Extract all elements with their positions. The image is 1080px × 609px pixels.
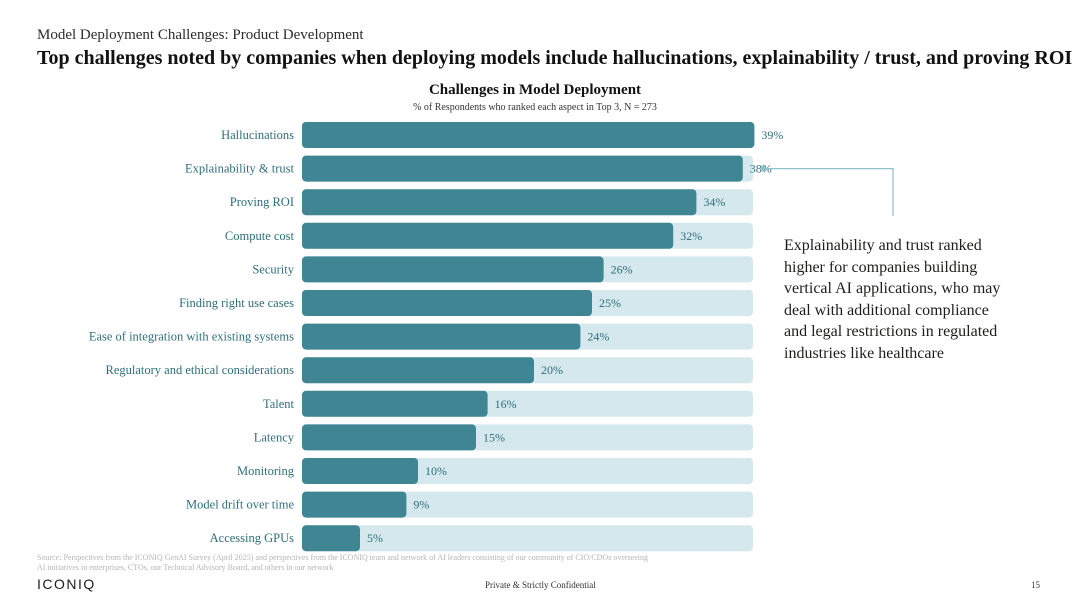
- category-label: Explainability & trust: [185, 162, 295, 176]
- bar: [302, 189, 697, 216]
- value-label: 20%: [541, 363, 563, 377]
- category-label: Hallucinations: [221, 128, 294, 142]
- callout-text: Explainability and trust ranked higher f…: [784, 237, 1001, 362]
- value-label: 10%: [425, 464, 447, 478]
- category-label: Monitoring: [237, 464, 295, 478]
- bar: [302, 122, 755, 148]
- source-note: Source: Perspectives from the ICONIQ Gen…: [37, 553, 648, 572]
- value-label: 15%: [483, 430, 505, 444]
- chart-subtitle: % of Respondents who ranked each aspect …: [413, 102, 657, 113]
- bar-track: [302, 491, 753, 518]
- eyebrow-title: Model Deployment Challenges: Product Dev…: [37, 27, 364, 43]
- value-label: 32%: [680, 229, 702, 243]
- callout-connector: [763, 168, 894, 216]
- iconiq-logo: ICONIQ: [37, 576, 96, 592]
- bar: [302, 458, 418, 484]
- category-label: Regulatory and ethical considerations: [106, 363, 295, 377]
- category-label: Latency: [254, 430, 295, 444]
- category-label: Accessing GPUs: [210, 531, 295, 545]
- bar: [302, 390, 488, 417]
- value-label: 25%: [599, 296, 621, 310]
- bar: [302, 357, 534, 384]
- category-label: Finding right use cases: [179, 296, 294, 310]
- category-label: Model drift over time: [186, 498, 294, 512]
- category-label: Compute cost: [225, 229, 295, 243]
- page-number: 15: [1031, 580, 1040, 590]
- category-label: Talent: [263, 397, 295, 411]
- chart-title: Challenges in Model Deployment: [428, 82, 642, 98]
- bar: [302, 256, 604, 283]
- category-label: Security: [252, 262, 294, 276]
- value-label: 24%: [587, 330, 609, 344]
- bar: [302, 155, 743, 182]
- bar: [302, 424, 476, 451]
- category-label: Proving ROI: [230, 195, 294, 209]
- bar-track: [302, 525, 753, 552]
- bar: [302, 222, 674, 249]
- value-label: 5%: [367, 531, 383, 545]
- bar: [302, 491, 407, 518]
- confidential-label: Private & Strictly Confidential: [485, 580, 596, 590]
- value-label: 34%: [703, 195, 725, 209]
- value-label: 39%: [761, 128, 783, 142]
- bar: [302, 525, 360, 552]
- bar: [302, 323, 581, 350]
- value-label: 26%: [611, 262, 633, 276]
- value-label: 9%: [413, 498, 429, 512]
- headline: Top challenges noted by companies when d…: [37, 47, 1073, 69]
- value-label: 16%: [495, 397, 517, 411]
- category-label: Ease of integration with existing system…: [89, 330, 294, 344]
- bar: [302, 290, 592, 316]
